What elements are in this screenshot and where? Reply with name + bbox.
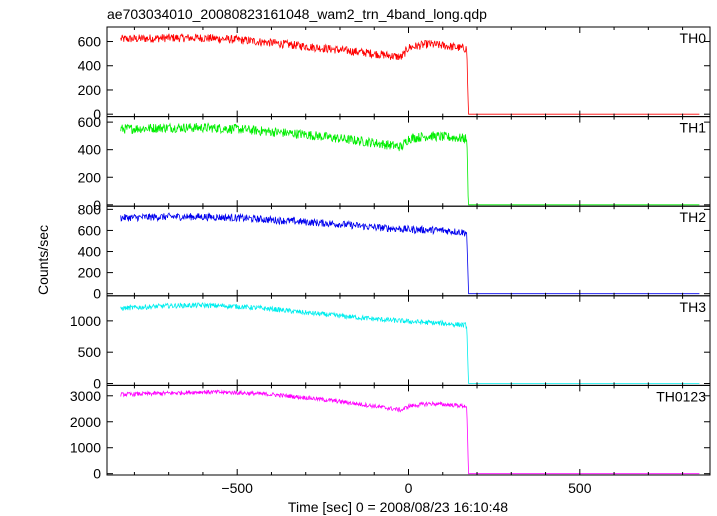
y-tick-label: 0 <box>93 466 101 482</box>
y-tick-label: 400 <box>78 244 102 260</box>
series-line-th0123 <box>120 389 700 475</box>
series-line-th1 <box>120 122 700 206</box>
y-tick-label: 200 <box>78 82 102 98</box>
y-tick-label: 2000 <box>70 414 101 430</box>
y-tick-label: 200 <box>78 265 102 281</box>
panel-th3: 0 500 1000 TH3 <box>70 295 711 392</box>
y-tick-label: 600 <box>78 222 102 238</box>
x-tick-label: 500 <box>568 480 592 496</box>
series-line-th2 <box>120 212 700 295</box>
y-tick-label: 0 <box>93 197 101 213</box>
y-tick-label: 400 <box>78 142 102 158</box>
panel-th2: 0 200 400 600 800 TH2 <box>78 201 711 302</box>
y-tick-label: 0 <box>93 286 101 302</box>
panel-label: TH0123 <box>656 388 706 404</box>
panel-label: TH0 <box>680 30 707 46</box>
x-axis-label: Time [sec] 0 = 2008/08/23 16:10:48 <box>288 499 508 515</box>
panels: 0 200 400 600 TH0 0 200 400 600 TH1 0 200 400 600 800 T… <box>70 26 711 482</box>
panel-frame <box>106 384 711 476</box>
y-tick-label: 1000 <box>70 313 101 329</box>
y-axis-label: Counts/sec <box>35 225 51 295</box>
panel-label: TH3 <box>680 299 707 315</box>
series-line-th0 <box>120 33 700 115</box>
panel-frame <box>106 26 711 118</box>
panel-label: TH2 <box>680 209 707 225</box>
series-line-th3 <box>120 301 700 384</box>
panel-th0123: 0 1000 2000 3000 TH0123 <box>70 384 711 482</box>
y-tick-label: 0 <box>93 106 101 122</box>
panel-frame <box>106 205 711 297</box>
panel-label: TH1 <box>680 120 707 136</box>
y-tick-label: 200 <box>78 169 102 185</box>
x-tick-label: −500 <box>221 480 253 496</box>
y-tick-label: 3000 <box>70 388 101 404</box>
y-tick-label: 600 <box>78 34 102 50</box>
panel-th0: 0 200 400 600 TH0 <box>78 26 711 122</box>
panel-frame <box>106 295 711 386</box>
y-tick-label: 600 <box>78 114 102 130</box>
panel-th1: 0 200 400 600 TH1 <box>78 114 711 213</box>
y-tick-label: 800 <box>78 201 102 217</box>
y-tick-label: 1000 <box>70 440 101 456</box>
x-tick-label: 0 <box>405 480 413 496</box>
x-tick-labels: −500 0 500 <box>221 480 591 496</box>
y-tick-label: 0 <box>93 376 101 392</box>
y-tick-label: 400 <box>78 58 102 74</box>
y-tick-label: 500 <box>78 344 102 360</box>
chart-title: ae703034010_20080823161048_wam2_trn_4ban… <box>107 6 487 22</box>
